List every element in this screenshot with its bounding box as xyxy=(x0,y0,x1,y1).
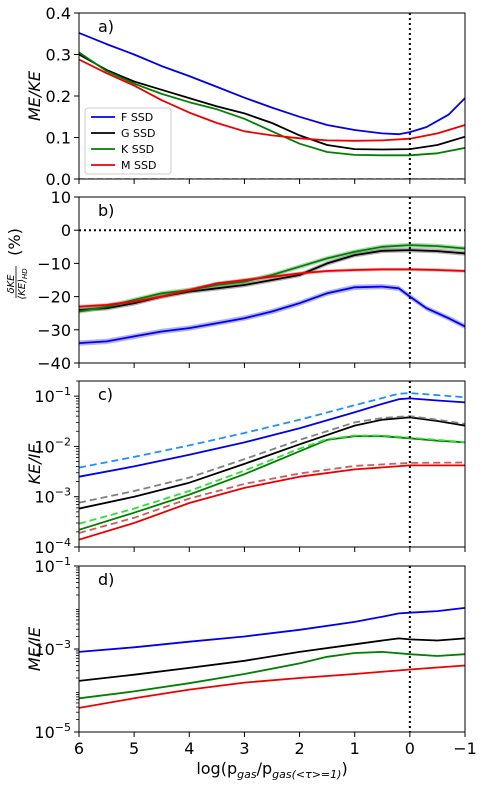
series-line-g-ssd xyxy=(79,416,465,510)
x-tick-label: 5 xyxy=(129,739,139,758)
legend-label: K SSD xyxy=(121,143,154,156)
y-tick-label: 10−2 xyxy=(34,435,71,456)
y-tick-label: 10−1 xyxy=(34,555,71,576)
y-tick-label: 0.3 xyxy=(46,46,71,65)
y-axis-label: KE/IE xyxy=(25,443,44,485)
series-line-g-ssd xyxy=(79,637,465,682)
x-tick-label: 4 xyxy=(184,739,194,758)
y-axis-label-unit: (%) xyxy=(5,228,24,256)
series-line-k-ssd xyxy=(79,51,465,157)
plot-area xyxy=(79,229,465,346)
y-tick-label: 10−1 xyxy=(34,385,71,406)
y-tick-label: 10−5 xyxy=(34,721,71,742)
y-tick-label: 0.1 xyxy=(46,129,71,148)
y-tick-label: 10−3 xyxy=(34,486,71,507)
y-axis-label-denominator: ⟨KE⟩HD xyxy=(17,268,29,300)
x-tick-label: 3 xyxy=(239,739,249,758)
y-tick-label: 10 xyxy=(51,188,71,207)
y-tick-label: 10−3 xyxy=(34,638,71,659)
series-line-g-ssd xyxy=(79,53,465,151)
series-line-k-hd xyxy=(79,434,465,525)
x-tick-label: 1 xyxy=(350,739,360,758)
y-tick-label: −40 xyxy=(37,354,71,373)
panel-a: 0.0 0.1 0.2 0.3 0.4 a) ME/KE F SSD G SSD K SSD M S… xyxy=(25,4,466,189)
x-tick-label: 0 xyxy=(405,739,415,758)
plot-area xyxy=(79,392,465,541)
plot-area xyxy=(79,32,465,179)
plot-area xyxy=(79,607,465,709)
y-tick-label: 0 xyxy=(61,221,71,240)
y-axis-label: ME/KE xyxy=(25,70,44,121)
x-tick-label: 6 xyxy=(74,739,84,758)
y-axis-label-numerator: δKE xyxy=(6,274,17,294)
panels: 0.0 0.1 0.2 0.3 0.4 a) ME/KE F SSD G SSD K SSD M S… xyxy=(5,4,477,781)
panel-c: 10−4 10−3 10−2 10−1 c) KE/IE xyxy=(25,380,466,557)
series-line-m-ssd xyxy=(79,464,465,541)
panel-b: −40 −30 −20 −10 0 10 b) δKE ⟨KE⟩HD (%) xyxy=(5,188,466,373)
series-line-f-hd xyxy=(79,392,465,469)
y-tick-label: 10−4 xyxy=(34,536,71,557)
x-axis-label: log(pgas/pgas(<τ>=1)) xyxy=(196,759,347,781)
legend-label: M SSD xyxy=(121,159,156,172)
series-line-k-ssd xyxy=(79,651,465,700)
axes-frame xyxy=(78,565,466,733)
panel-d: 10−510−310−16 5 4 3 2 1 0 −1d)ME/IElog(pgas/pga… xyxy=(25,555,477,781)
series-line-m-ssd xyxy=(79,268,465,308)
series-line-m-ssd xyxy=(79,58,465,142)
y-tick-label: −20 xyxy=(37,288,71,307)
panel-label: c) xyxy=(98,385,113,404)
y-axis-label: ME/IE xyxy=(25,626,44,671)
panel-label: b) xyxy=(98,201,114,220)
panel-label: a) xyxy=(98,17,114,36)
y-tick-label: −10 xyxy=(37,254,71,273)
series-line-f-ssd xyxy=(79,32,465,136)
x-tick-label: 2 xyxy=(294,739,304,758)
series-line-f-ssd xyxy=(79,397,465,478)
axes-frame xyxy=(78,380,466,548)
legend: F SSD G SSD K SSD M SSD xyxy=(84,107,172,175)
y-tick-label: 0.0 xyxy=(46,170,71,189)
series-line-f-ssd xyxy=(79,607,465,653)
series-line-g-ssd xyxy=(79,249,465,311)
legend-box xyxy=(84,107,172,175)
series-line-f-ssd xyxy=(79,285,465,344)
y-tick-label: 0.2 xyxy=(46,87,71,106)
x-tick-label: −1 xyxy=(453,739,477,758)
series-line-m-hd xyxy=(79,461,465,534)
legend-label: F SSD xyxy=(121,111,153,124)
panel-label: d) xyxy=(98,570,114,589)
series-line-k-ssd xyxy=(79,244,465,313)
legend-label: G SSD xyxy=(121,127,155,140)
series-line-g-hd xyxy=(79,415,465,504)
y-tick-label: −30 xyxy=(37,321,71,340)
series-line-m-ssd xyxy=(79,664,465,709)
y-tick-label: 0.4 xyxy=(46,4,71,23)
y-axis-label: δKE ⟨KE⟩HD (%) xyxy=(5,228,29,300)
axes-frame xyxy=(78,196,466,364)
